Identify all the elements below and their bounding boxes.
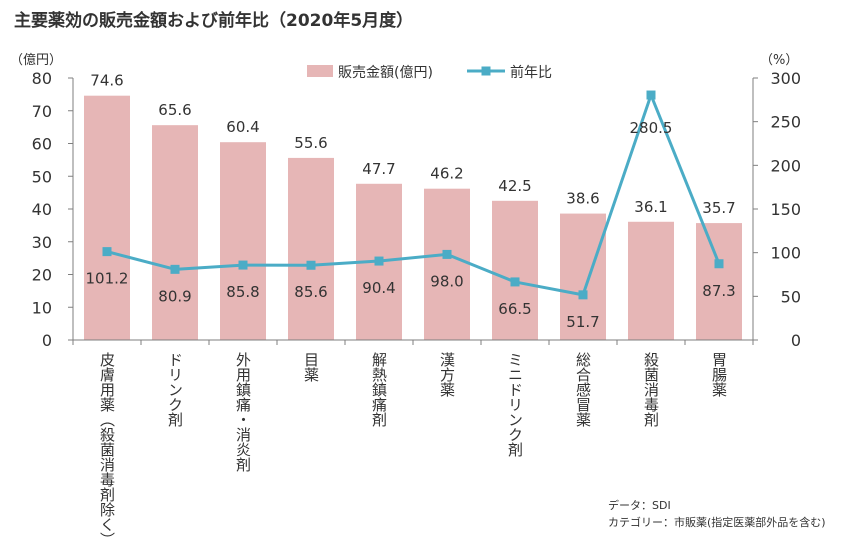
y-left-tick-label: 50 — [32, 167, 52, 186]
bar — [492, 200, 538, 340]
line-layer — [102, 90, 724, 300]
bar — [152, 125, 198, 340]
yoy-marker — [714, 259, 724, 269]
y-right-tick-label: 300 — [770, 69, 801, 88]
bar-value-label: 74.6 — [90, 72, 123, 90]
y-left-tick-label: 70 — [32, 102, 52, 121]
yoy-value-label: 90.4 — [362, 279, 395, 297]
bar-value-label: 60.4 — [226, 118, 259, 136]
bar-value-label: 65.6 — [158, 101, 191, 119]
y-left-tick-label: 10 — [32, 298, 52, 317]
bar — [288, 157, 334, 340]
y-right-tick-label: 50 — [781, 287, 801, 306]
y-left-tick-label: 80 — [32, 69, 52, 88]
bar — [628, 221, 674, 340]
x-category-label: ドリンク剤 — [166, 352, 184, 428]
x-category-label: 漢方薬 — [438, 352, 456, 397]
yoy-marker — [170, 264, 180, 274]
x-category-label: 外用鎮痛・消炎剤 — [234, 352, 252, 473]
yoy-value-label: 51.7 — [566, 313, 599, 331]
y-right-tick-label: 250 — [770, 113, 801, 132]
x-category-label: ミニドリンク剤 — [506, 352, 524, 458]
x-category-label: 総合感冒薬 — [574, 352, 592, 427]
x-category-label: 解熱鎮痛剤 — [370, 352, 388, 428]
y-right-unit: （%） — [760, 53, 798, 68]
y-right-tick-label: 200 — [770, 156, 801, 175]
yoy-marker — [102, 247, 112, 257]
legend-bar-swatch — [307, 65, 333, 77]
yoy-marker — [238, 260, 248, 270]
yoy-line — [106, 93, 721, 297]
x-category-label: 胃腸薬 — [710, 352, 728, 397]
yoy-value-label: 87.3 — [702, 282, 735, 300]
bar-value-label: 46.2 — [430, 165, 463, 183]
chart-title: 主要薬効の販売金額および前年比（2020年5月度） — [14, 11, 414, 31]
legend: 販売金額(億円) 前年比 — [307, 64, 552, 81]
y-right-tick-label: 0 — [791, 331, 801, 350]
yoy-marker — [510, 277, 520, 287]
bar-value-label: 38.6 — [566, 190, 599, 208]
bar — [220, 142, 266, 340]
yoy-value-label: 85.8 — [226, 283, 259, 301]
y-left-tick-label: 20 — [32, 266, 52, 285]
y-left-tick-label: 30 — [32, 233, 52, 252]
y-left-tick-label: 0 — [42, 331, 52, 350]
y-right-tick-label: 150 — [770, 200, 801, 219]
yoy-marker — [578, 290, 588, 300]
bar-value-label: 47.7 — [362, 160, 395, 178]
bar-value-label: 36.1 — [634, 198, 667, 216]
bar — [560, 213, 606, 340]
yoy-value-label: 280.5 — [630, 119, 673, 137]
x-category-label: 目薬 — [302, 352, 320, 382]
bar — [84, 95, 130, 340]
yoy-marker — [306, 260, 316, 270]
yoy-marker — [646, 90, 656, 100]
yoy-value-label: 101.2 — [86, 270, 129, 288]
yoy-value-label: 98.0 — [430, 272, 463, 290]
legend-bar-label: 販売金額(億円) — [338, 65, 433, 81]
bar-value-label: 35.7 — [702, 199, 735, 217]
bar-value-label: 42.5 — [498, 177, 531, 195]
y-right-tick-label: 100 — [770, 244, 801, 263]
x-category-label: 殺菌消毒剤 — [642, 352, 660, 428]
yoy-value-label: 80.9 — [158, 287, 191, 305]
yoy-value-label: 85.6 — [294, 283, 327, 301]
bar-value-label: 55.6 — [294, 134, 327, 152]
source-category-note: カテゴリー：市販薬(指定医薬部外品を含む) — [608, 516, 826, 529]
source-data-note: データ：SDI — [608, 499, 671, 512]
bar — [424, 188, 470, 340]
labels-layer: 74.6 65.6 60.4 55.6 47.7 46.2 42.5 38.6 36.1 35.7… — [86, 72, 736, 331]
bar — [696, 223, 742, 340]
y-left-unit: （億円） — [10, 52, 62, 68]
y-left-tick-label: 40 — [32, 200, 52, 219]
yoy-marker — [374, 256, 384, 266]
axes-layer: 0 10 20 30 40 50 60 70 80 0 50 100 150 200 250 300 （億円） （… — [10, 52, 801, 539]
legend-line-marker — [481, 66, 491, 76]
x-category-label: 皮膚用薬（殺菌消毒剤除く） — [98, 352, 116, 539]
legend-line-label: 前年比 — [510, 64, 552, 81]
yoy-value-label: 66.5 — [498, 300, 531, 318]
yoy-marker — [442, 249, 452, 259]
y-left-tick-label: 60 — [32, 135, 52, 154]
bars-layer — [84, 95, 742, 340]
